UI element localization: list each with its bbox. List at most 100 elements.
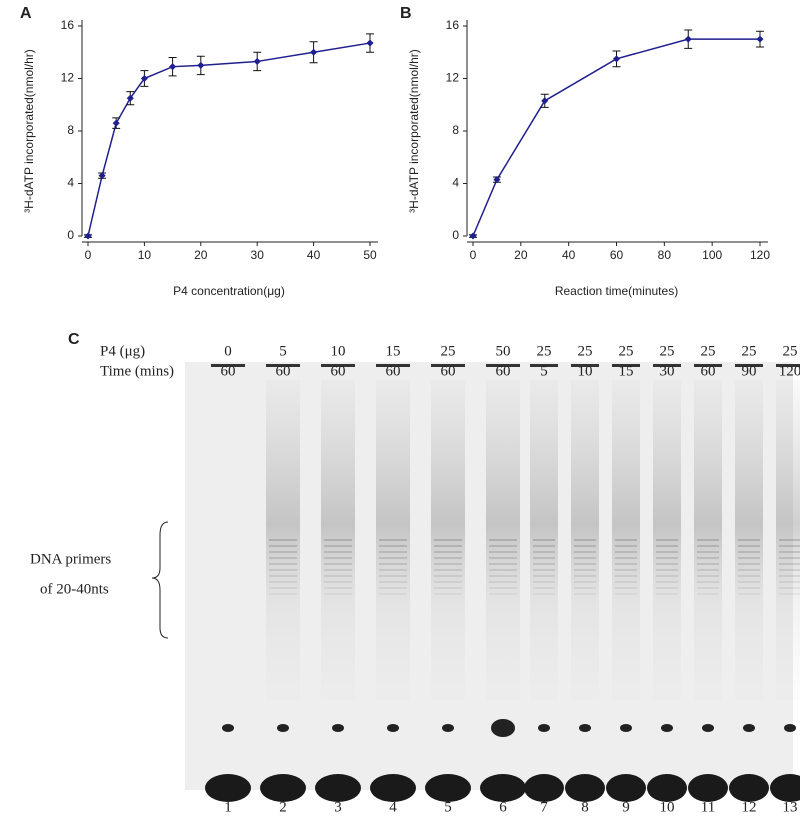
y-axis-label: ³H-dATP incorporated(nmol/hr) xyxy=(407,49,421,213)
y-tick-label: 12 xyxy=(61,71,75,85)
x-tick-label: 20 xyxy=(514,248,528,262)
point xyxy=(197,61,205,69)
line xyxy=(472,38,760,237)
lane-number: 13 xyxy=(783,799,798,815)
band xyxy=(743,724,755,732)
time-value: 90 xyxy=(742,363,757,379)
p4-value: 0 xyxy=(224,343,232,359)
time-value: 10 xyxy=(578,363,593,379)
p4-value: 25 xyxy=(783,343,798,359)
band xyxy=(370,774,416,802)
time-value: 120 xyxy=(779,363,800,379)
point xyxy=(366,39,374,47)
p4-value: 15 xyxy=(386,343,401,359)
well xyxy=(571,364,599,367)
x-tick-label: 0 xyxy=(470,248,477,262)
band xyxy=(620,724,632,732)
x-tick-label: 120 xyxy=(750,248,770,262)
point xyxy=(253,57,261,65)
lane-number: 4 xyxy=(389,799,397,815)
lane-number: 8 xyxy=(581,799,589,815)
well xyxy=(612,364,640,367)
well xyxy=(530,364,558,367)
x-tick-label: 60 xyxy=(610,248,624,262)
panel-label: C xyxy=(68,331,80,348)
lane-number: 6 xyxy=(499,799,507,815)
point xyxy=(126,94,134,102)
x-tick-label: 50 xyxy=(363,248,377,262)
lane-number: 2 xyxy=(279,799,287,815)
y-tick-label: 8 xyxy=(452,123,459,137)
band xyxy=(565,774,605,802)
band xyxy=(538,724,550,732)
y-tick-label: 4 xyxy=(452,176,459,190)
band xyxy=(491,719,515,737)
point xyxy=(756,35,764,43)
lane-number: 9 xyxy=(622,799,630,815)
x-tick-label: 40 xyxy=(562,248,576,262)
point xyxy=(112,119,120,127)
lane-number: 11 xyxy=(701,799,715,815)
y-tick-label: 16 xyxy=(446,18,460,32)
time-value: 5 xyxy=(540,363,548,379)
annotation: of 20-40nts xyxy=(40,581,109,597)
band xyxy=(647,774,687,802)
time-value: 60 xyxy=(441,363,456,379)
well xyxy=(694,364,722,367)
y-tick-label: 12 xyxy=(446,71,460,85)
time-value: 60 xyxy=(496,363,511,379)
point xyxy=(140,74,148,83)
x-tick-label: 20 xyxy=(194,248,208,262)
time-value: 60 xyxy=(221,363,236,379)
point xyxy=(98,172,106,180)
point xyxy=(493,176,501,184)
p4-value: 25 xyxy=(441,343,456,359)
band xyxy=(315,774,361,802)
band xyxy=(729,774,769,802)
panel-label: B xyxy=(400,5,412,22)
point xyxy=(169,63,177,71)
p4-value: 25 xyxy=(578,343,593,359)
y-tick-label: 4 xyxy=(67,176,74,190)
well xyxy=(376,364,410,367)
lane-number: 3 xyxy=(334,799,342,815)
y-tick-label: 0 xyxy=(67,228,74,242)
x-tick-label: 30 xyxy=(251,248,265,262)
band xyxy=(770,774,800,802)
line xyxy=(87,42,371,237)
band xyxy=(442,724,454,732)
well xyxy=(431,364,465,367)
p4-value: 50 xyxy=(496,343,511,359)
point xyxy=(310,48,318,56)
p4-value: 25 xyxy=(660,343,675,359)
band xyxy=(277,724,289,732)
p4-value: 25 xyxy=(619,343,634,359)
band xyxy=(205,774,251,802)
band xyxy=(260,774,306,802)
lane-number: 5 xyxy=(444,799,452,815)
time-value: 60 xyxy=(331,363,346,379)
band xyxy=(480,774,526,802)
band xyxy=(688,774,728,802)
band xyxy=(332,724,344,732)
x-axis-label: Reaction time(minutes) xyxy=(555,284,678,298)
band xyxy=(702,724,714,732)
p4-value: 10 xyxy=(331,343,346,359)
time-value: 60 xyxy=(386,363,401,379)
band xyxy=(579,724,591,732)
band xyxy=(661,724,673,732)
x-tick-label: 40 xyxy=(307,248,321,262)
panel-label: A xyxy=(20,5,32,22)
band xyxy=(387,724,399,732)
p4-value: 25 xyxy=(742,343,757,359)
well xyxy=(776,364,800,367)
brace xyxy=(151,521,169,639)
time-value: 60 xyxy=(276,363,291,379)
band xyxy=(524,774,564,802)
point xyxy=(541,97,549,105)
point xyxy=(684,35,692,43)
x-tick-label: 10 xyxy=(138,248,152,262)
x-tick-label: 0 xyxy=(85,248,92,262)
band xyxy=(425,774,471,802)
